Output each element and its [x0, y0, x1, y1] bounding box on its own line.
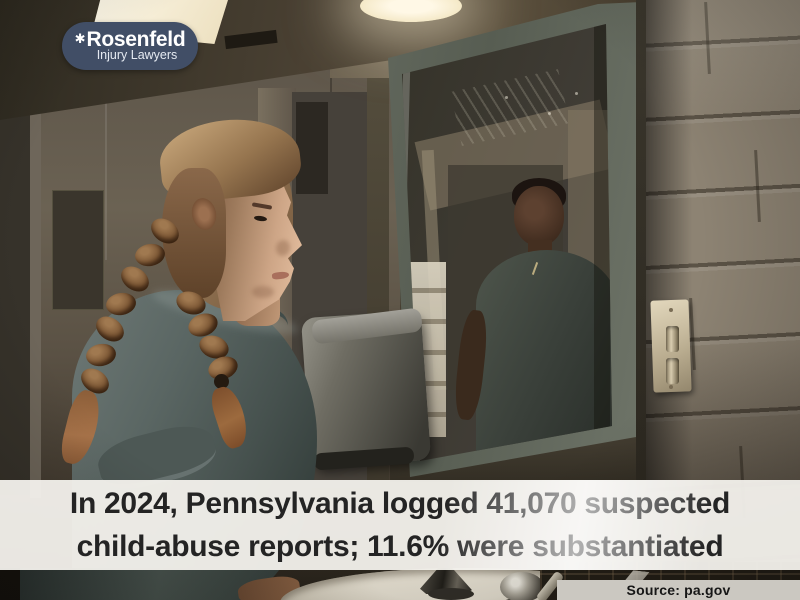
star-icon: ✱ [74, 31, 86, 46]
man-torso [476, 250, 612, 461]
logo-brand-row: ✱ Rosenfeld [74, 28, 186, 51]
man-head [514, 186, 564, 246]
hair-elastic [214, 374, 229, 389]
logo-tagline: Injury Lawyers [96, 48, 178, 62]
plate-screw [669, 385, 673, 389]
light-switch-toggle [666, 358, 679, 384]
mirror-speck [505, 96, 508, 99]
door-window [296, 102, 328, 194]
faucet-base [428, 588, 474, 600]
mirror-edge-shadow [594, 24, 610, 430]
plate-screw [669, 308, 673, 312]
wall-seam [105, 60, 107, 260]
ceiling-light-center [360, 0, 462, 22]
logo-brand-name: Rosenfeld [86, 28, 186, 51]
source-attribution-bar: Source: pa.gov [557, 580, 800, 600]
girl-tshirt-lower [20, 568, 250, 600]
rosenfeld-logo: ✱ Rosenfeld Injury Lawyers [62, 22, 198, 70]
mirror-speck [548, 112, 551, 115]
mirror-speck [575, 92, 578, 95]
wall-panel [52, 190, 104, 310]
girl-chin-shadow [252, 286, 274, 298]
stall-door [0, 95, 30, 495]
source-label: Source: pa.gov [626, 582, 731, 598]
statistic-banner: In 2024, Pennsylvania logged 41,070 susp… [0, 480, 800, 570]
light-switch-toggle [666, 326, 679, 352]
tile-grout-line [540, 573, 800, 575]
stall-door-frame [30, 88, 41, 498]
banner-line-1: In 2024, Pennsylvania logged 41,070 susp… [69, 487, 731, 520]
banner-line-2: child-abuse reports; 11.6% were substant… [76, 530, 724, 563]
